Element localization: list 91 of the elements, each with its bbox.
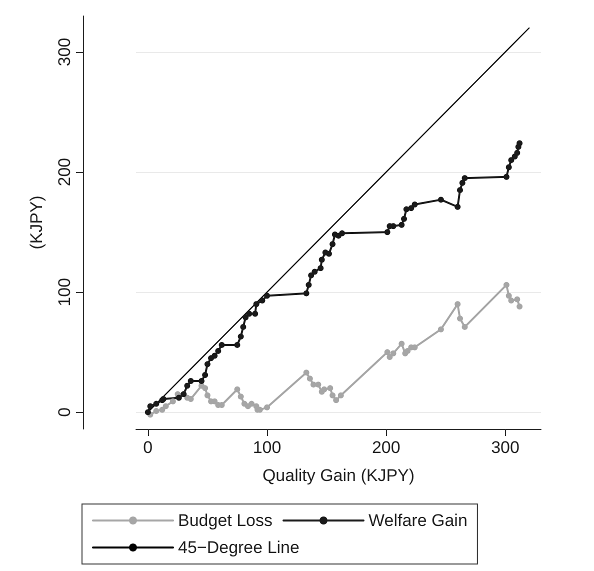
point: [238, 394, 244, 400]
point: [457, 187, 463, 194]
point: [514, 296, 520, 302]
x-tick-label: 300: [491, 438, 520, 457]
point: [248, 400, 255, 407]
point: [516, 140, 523, 146]
point: [202, 385, 208, 392]
point: [454, 301, 461, 308]
point: [506, 164, 512, 170]
point: [386, 354, 393, 360]
point: [147, 403, 154, 410]
point: [506, 292, 512, 299]
point: [246, 310, 252, 317]
point: [264, 404, 270, 410]
point: [234, 342, 240, 348]
legend-label: 45−Degree Line: [178, 538, 300, 557]
point: [326, 250, 332, 257]
point: [408, 205, 414, 212]
point: [462, 324, 468, 330]
point: [390, 350, 396, 356]
point: [514, 150, 520, 156]
point: [198, 378, 205, 384]
point: [242, 314, 249, 320]
point: [339, 230, 346, 236]
point: [404, 348, 411, 354]
point: [315, 382, 322, 388]
point: [438, 196, 444, 203]
point: [503, 174, 510, 180]
point: [162, 403, 169, 410]
point: [218, 342, 225, 348]
x-tick-label: 200: [372, 438, 400, 457]
y-axis-title: (KJPY): [27, 196, 46, 250]
point: [259, 298, 266, 304]
y-tick-label: 300: [55, 38, 74, 66]
point: [306, 376, 313, 382]
point: [306, 282, 312, 288]
point: [384, 229, 390, 236]
point: [212, 352, 218, 359]
point: [310, 382, 316, 388]
legend-label: Welfare Gain: [368, 511, 468, 530]
point: [240, 324, 246, 330]
point: [508, 298, 514, 304]
point: [234, 386, 240, 392]
x-tick-label: 0: [143, 438, 153, 457]
point: [153, 408, 160, 414]
x-axis-title: Quality Gain (KJPY): [262, 466, 415, 485]
point: [457, 316, 463, 322]
point: [153, 400, 160, 407]
point: [308, 272, 314, 278]
point: [202, 372, 208, 378]
point: [188, 396, 194, 402]
point: [398, 222, 405, 228]
legend-label: Budget Loss: [178, 511, 273, 530]
point: [303, 290, 310, 296]
point: [503, 282, 510, 288]
point: [312, 268, 318, 275]
point: [204, 392, 210, 398]
point: [459, 180, 466, 186]
y-tick-label: 0: [55, 407, 74, 417]
point: [318, 265, 324, 272]
point: [176, 394, 182, 401]
y-tick-label: 200: [55, 158, 74, 186]
point: [321, 386, 328, 392]
point: [303, 370, 310, 376]
point: [330, 392, 336, 398]
point: [253, 301, 260, 308]
point: [412, 201, 418, 208]
point: [508, 157, 514, 164]
point: [204, 361, 210, 368]
point: [401, 216, 408, 222]
point: [215, 348, 222, 354]
point: [333, 397, 340, 404]
y-tick-label: 100: [55, 278, 74, 306]
point: [144, 409, 151, 416]
point: [338, 392, 344, 398]
point: [398, 340, 405, 347]
point: [438, 326, 444, 332]
point: [170, 398, 176, 404]
point: [238, 334, 244, 340]
point: [318, 256, 325, 263]
point: [330, 241, 336, 248]
point: [327, 385, 334, 392]
point: [454, 204, 461, 210]
point: [188, 378, 194, 384]
x-tick-label: 100: [252, 438, 282, 457]
point: [264, 292, 270, 299]
point: [184, 382, 190, 389]
point: [384, 349, 390, 356]
point: [462, 175, 468, 182]
point: [252, 310, 258, 317]
point: [516, 304, 523, 310]
